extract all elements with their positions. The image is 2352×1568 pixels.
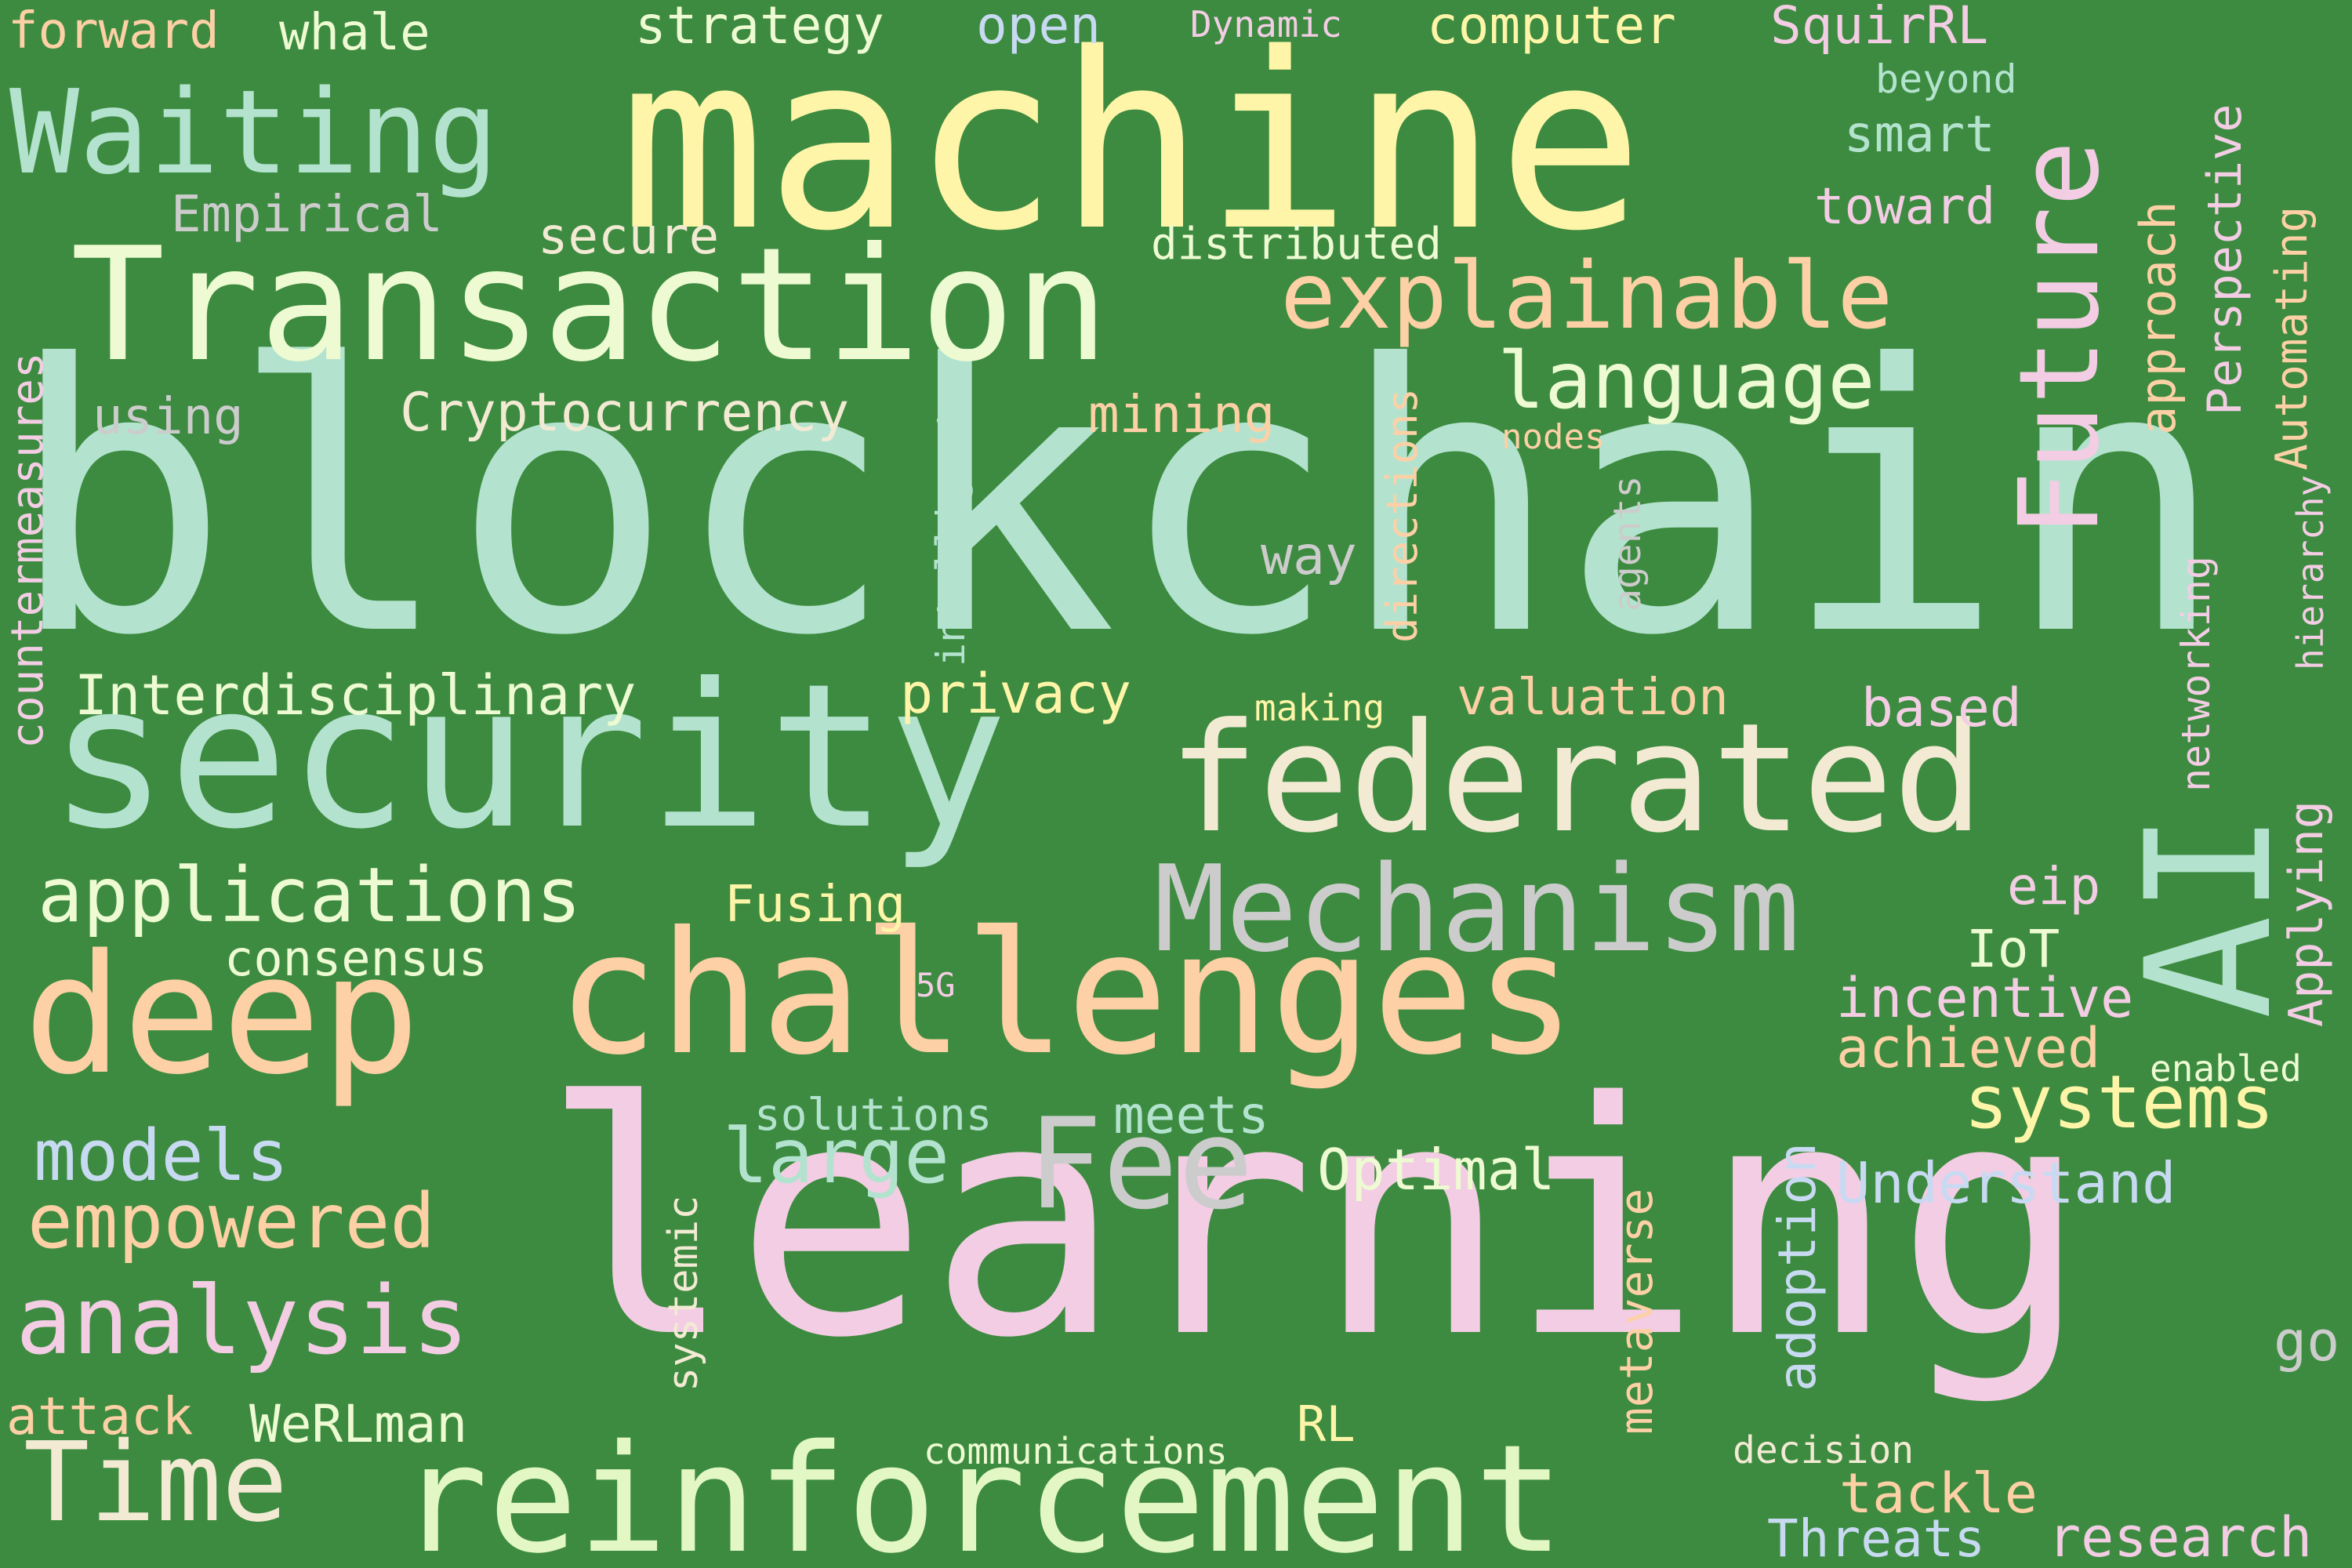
word-adoption: adoption [1767,1142,1828,1392]
word-empowered: empowered [27,1178,436,1265]
word-solutions: solutions [754,1090,993,1141]
word-consensus: consensus [224,930,488,987]
word-iot: IoT [1966,919,2060,979]
word-reinforcement: reinforcement [398,1413,1565,1568]
word-mining: mining [1088,384,1276,445]
word-werlman: WeRLman [249,1394,468,1454]
word-transaction: Transaction [71,214,1109,397]
word-ai: AI [2109,811,2310,1019]
word-making: making [1254,687,1385,729]
word-secure: secure [538,208,720,266]
word-empirical: Empirical [171,186,443,244]
word-agents: agents [1606,475,1650,612]
word-large: large [723,1112,949,1200]
word-fee: Fee [1027,1091,1254,1237]
word-go: go [2274,1309,2340,1374]
word-countermeasures: countermeasures [2,352,53,749]
word-toward: toward [1814,178,1996,236]
word-squirrl: SquirRL [1770,0,1989,56]
word-5g: 5G [916,966,956,1004]
word-models: models [34,1115,289,1197]
word-research: research [2048,1505,2313,1568]
word-enabled: enabled [2150,1047,2302,1090]
word-approach: approach [2129,201,2187,435]
word-incentive: incentive [1836,966,2134,1030]
word-computer: computer [1427,0,1676,56]
word-strategy: strategy [635,0,884,56]
word-systemic: systemic [660,1195,707,1392]
word-mechanism: Mechanism [1154,840,1800,978]
word-hierarchy: hierarchy [2289,474,2332,670]
word-dynamic: Dynamic [1190,3,1342,45]
word-based: based [1861,677,2022,739]
word-systems: systems [1964,1060,2275,1145]
word-beyond: beyond [1875,56,2017,102]
word-optimal: Optimal [1317,1137,1555,1203]
word-decision: decision [1733,1428,1915,1472]
word-nodes: nodes [1501,417,1606,457]
word-way: way [1261,525,1357,587]
word-smart: smart [1844,106,1995,164]
word-cryptocurrency: Cryptocurrency [400,382,850,444]
word-understand: Understand [1836,1150,2176,1216]
word-machine: machine [619,2,1644,285]
word-distributed: distributed [1151,219,1442,270]
word-networking: networking [2173,555,2219,792]
word-applications: applications [38,851,582,939]
word-threats: Threats [1767,1508,1986,1568]
word-using: using [93,388,244,446]
word-waiting: Waiting [9,65,499,200]
word-communications: communications [924,1430,1228,1472]
word-intelligent: intelligent [928,406,974,666]
word-perspective: Perspective [2198,103,2252,416]
word-metaverse: metaverse [1610,1188,1663,1435]
word-applying: Applying [2279,800,2334,1027]
word-meets: meets [1113,1085,1269,1145]
word-tackle: tackle [1839,1461,2038,1526]
word-blockchain: blockchain [8,287,2227,716]
word-challenges: challenges [557,895,1577,1092]
word-rl: RL [1297,1396,1356,1453]
word-forward: forward [8,2,220,60]
word-interdisciplinary: Interdisciplinary [74,663,637,728]
word-directions: directions [1377,387,1427,643]
word-achieved: achieved [1836,1016,2101,1080]
word-eip: eip [2007,856,2101,916]
word-time: Time [24,1419,289,1547]
word-federated: federated [1168,691,1984,866]
word-security: security [49,641,1008,873]
word-privacy: privacy [900,662,1132,726]
word-automating: Automating [2267,205,2318,470]
word-language: language [1497,335,1875,426]
word-explainable: explainable [1280,241,1893,350]
word-valuation: valuation [1457,669,1729,727]
word-open: open [976,0,1101,56]
word-fusing: Fusing [724,876,906,934]
word-analysis: analysis [16,1267,469,1376]
word-deep: deep [24,919,420,1111]
word-attack: attack [6,1386,194,1446]
word-future: Future [1996,140,2124,537]
word-learning: learning [541,1033,2089,1408]
word-whale: whale [279,4,430,62]
